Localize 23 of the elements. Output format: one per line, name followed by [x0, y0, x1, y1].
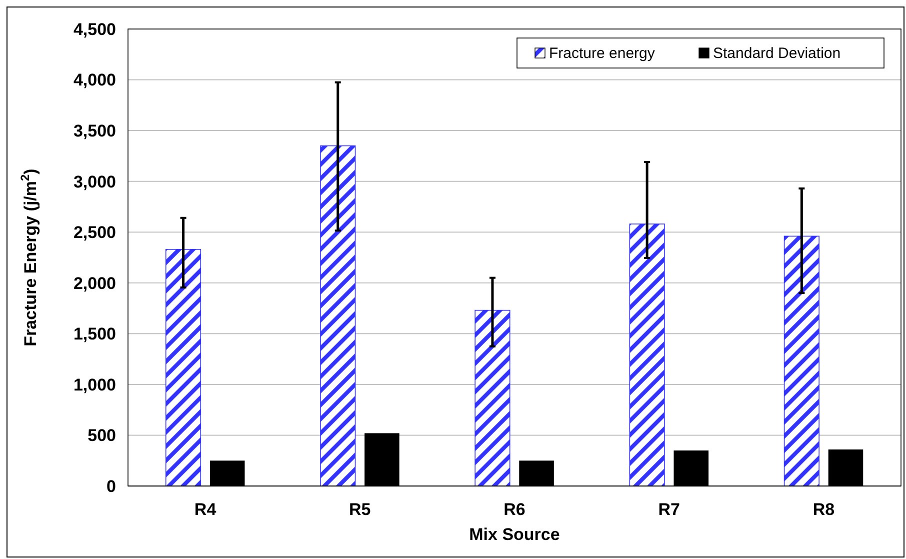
x-axis-title: Mix Source: [469, 525, 560, 544]
legend-label: Fracture energy: [549, 45, 656, 62]
y-tick-label: 1,000: [73, 375, 116, 394]
bar: [320, 145, 356, 486]
y-tick-label: 1,500: [73, 324, 116, 344]
y-tick-label: 500: [88, 426, 116, 446]
bar: [474, 310, 510, 486]
bar: [629, 224, 665, 486]
bar: [784, 236, 820, 486]
y-tick-label: 3,000: [73, 172, 116, 192]
y-tick-label: 3,500: [73, 122, 116, 141]
bar: [165, 248, 202, 486]
x-tick-label: R4: [194, 500, 217, 519]
x-tick-label: R7: [658, 500, 680, 519]
x-tick-label: R6: [504, 500, 526, 519]
y-tick-label: 0: [106, 476, 116, 496]
y-tick-label: 4,500: [73, 20, 116, 39]
legend-label: Standard Deviation: [713, 45, 841, 62]
y-tick-label: 4,000: [73, 70, 116, 90]
x-tick-label: R5: [349, 500, 371, 519]
y-tick-label: 2,000: [73, 274, 116, 293]
x-tick-label: R8: [812, 500, 835, 519]
y-tick-label: 2,500: [73, 223, 116, 242]
